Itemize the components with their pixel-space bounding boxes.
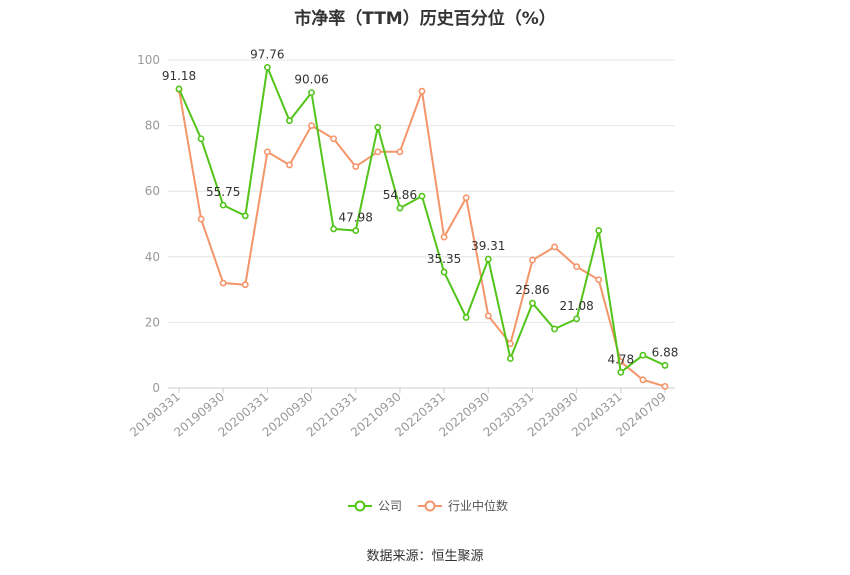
data-label: 39.31 [471,239,505,253]
data-label: 90.06 [294,73,328,87]
data-point [374,148,382,156]
data-point [506,340,514,348]
data-point [241,212,249,220]
source-note: 数据来源：恒生聚源 [366,549,484,564]
data-point [462,314,470,321]
data-label: 54.86 [383,188,417,202]
data-label: 25.86 [515,283,549,297]
data-point [573,315,581,323]
legend-item[interactable]: 行业中位数 [418,498,508,513]
data-label: 91.18 [162,69,196,83]
data-point [308,89,315,97]
data-label: 6.88 [652,345,679,359]
data-point [529,256,536,264]
data-point [639,351,647,359]
y-tick-label: 40 [145,250,160,264]
legend-swatch-marker [354,500,366,512]
axes: 0204060801002019033120190930202003312020… [127,53,675,440]
data-point [352,227,360,235]
y-tick-label: 80 [145,119,160,133]
series [175,63,669,390]
data-point [595,276,603,284]
data-point [506,355,514,362]
legend-swatch-marker [424,500,436,512]
data-point [639,376,647,384]
grid [168,59,675,323]
data-point [418,87,426,95]
series-line [178,66,666,374]
data-point [263,63,271,71]
data-label: 47.98 [339,211,373,225]
data-label: 21.08 [559,299,593,313]
data-point [197,215,205,223]
data-point [396,148,404,156]
y-tick-label: 0 [152,381,160,395]
data-point [308,122,315,129]
data-point [175,85,183,93]
data-label: 97.76 [250,47,284,61]
series-line [178,89,666,388]
data-label: 55.75 [206,185,240,199]
data-point [219,201,227,209]
y-tick-label: 60 [145,184,160,198]
chart-title: 市净率（TTM）历史百分位（%） [294,9,556,29]
data-point [617,368,625,376]
data-point [418,192,426,200]
data-point [440,233,448,241]
data-point [661,362,669,369]
data-point [330,225,338,233]
data-point [197,135,205,143]
data-point [529,299,536,307]
data-point [352,163,360,170]
data-point [396,204,404,212]
y-tick-label: 100 [137,53,160,67]
data-label: 4.78 [607,352,634,366]
legend-label: 行业中位数 [448,498,508,513]
legend[interactable]: 公司 行业中位数 [348,498,508,513]
legend-label: 公司 [378,499,402,513]
legend-item[interactable]: 公司 [348,499,402,513]
data-point [263,148,271,156]
data-point [551,325,558,333]
data-point [484,312,492,320]
data-point [440,268,448,276]
data-point [462,194,470,202]
data-labels: 91.18 55.75 97.76 90.06 47.98 54.86 35.35 39.31… [162,47,679,366]
y-tick-label: 20 [145,315,160,329]
data-point [573,263,581,271]
data-point [219,279,227,287]
data-point [484,255,492,263]
data-point [661,382,669,390]
data-point [286,161,293,169]
data-point [286,117,293,125]
data-label: 35.35 [427,252,461,266]
data-point [595,227,603,234]
data-point [241,281,249,289]
data-point [330,135,338,143]
data-point [374,123,382,131]
data-point [551,243,558,251]
